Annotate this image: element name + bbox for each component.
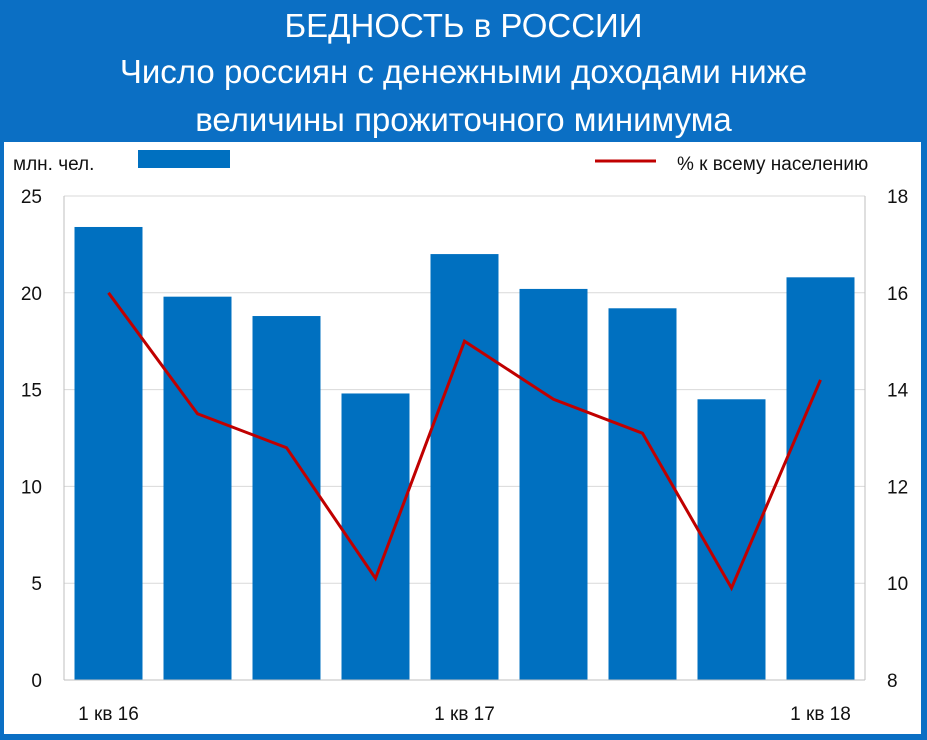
- y-right-tick-label: 18: [887, 187, 908, 208]
- y-left-tick-label: 5: [31, 574, 42, 595]
- bar: [430, 254, 499, 680]
- x-tick-label: 1 кв 17: [434, 704, 495, 725]
- bar: [74, 226, 143, 680]
- y-left-tick-label: 25: [21, 187, 42, 208]
- y-right-tick-label: 10: [887, 574, 908, 595]
- bar: [608, 308, 677, 680]
- y-left-tick-label: 20: [21, 284, 42, 305]
- y-left-tick-label: 0: [31, 671, 42, 692]
- chart-title: БЕДНОСТЬ в РОССИИ: [284, 7, 643, 44]
- bar: [697, 399, 766, 680]
- bar: [519, 288, 588, 680]
- chart-subtitle-line1: Число россиян с денежными доходами ниже: [119, 53, 808, 90]
- bar: [786, 277, 855, 680]
- legend-bars-label: млн. чел.: [13, 154, 94, 175]
- y-right-tick-label: 16: [887, 284, 908, 305]
- bar: [163, 296, 232, 680]
- chart-header: БЕДНОСТЬ в РОССИИ Число россиян с денежн…: [0, 0, 927, 142]
- y-left-tick-label: 15: [21, 381, 42, 402]
- bar: [341, 393, 410, 680]
- y-right-tick-label: 12: [887, 477, 908, 498]
- y-right-tick-label: 8: [887, 671, 898, 692]
- y-left-tick-label: 10: [21, 477, 42, 498]
- x-tick-label: 1 кв 16: [78, 704, 139, 725]
- legend-bars-swatch: [138, 150, 230, 168]
- chart-subtitle-line2: величины прожиточного минимума: [195, 101, 732, 138]
- y-right-tick-label: 14: [887, 381, 909, 402]
- line-series: [107, 291, 822, 592]
- bar: [252, 316, 321, 680]
- legend-line-label: % к всему населению: [677, 154, 868, 175]
- x-tick-label: 1 кв 18: [790, 704, 851, 725]
